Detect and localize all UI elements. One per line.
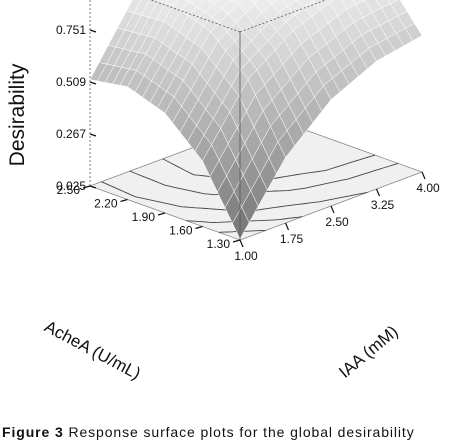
surface-facet — [326, 0, 335, 4]
y-tick-mark — [120, 198, 128, 203]
x-tick-label: 4.00 — [416, 181, 440, 195]
y-tick-label: 1.30 — [207, 237, 231, 251]
z-tick-label: 0.751 — [56, 23, 86, 37]
y-axis-title: AcheA (U/mL) — [41, 317, 143, 383]
caption-label: Figure 3 — [2, 424, 64, 440]
x-tick-label: 3.25 — [371, 198, 395, 212]
y-tick-mark — [157, 212, 166, 216]
surface-facet — [185, 0, 193, 3]
surface-plot: 0.0250.2670.5090.7510.9931.001.752.503.2… — [6, 0, 440, 383]
z-tick-label: 0.025 — [56, 179, 86, 193]
z-tick-label: 0.267 — [56, 127, 86, 141]
z-tick-label: 0.509 — [56, 75, 86, 89]
surface-facet — [250, 0, 260, 5]
y-tick-mark — [232, 239, 241, 243]
response-surface — [89, 0, 423, 240]
x-tick-label: 2.50 — [325, 215, 349, 229]
y-tick-mark — [82, 185, 91, 189]
x-axis-title: IAA (mM) — [335, 322, 401, 382]
caption-text: Response surface plots for the global de… — [68, 424, 415, 440]
axis-ticks: 0.0250.2670.5090.7510.9931.001.752.503.2… — [56, 23, 440, 263]
figure-caption: Figure 3 Response surface plots for the … — [2, 424, 474, 440]
z-tick-mark — [89, 133, 97, 137]
x-tick-mark — [330, 205, 335, 214]
plot-box-front — [149, 0, 327, 240]
surface-facet — [232, 206, 250, 240]
y-tick-label: 2.20 — [94, 197, 118, 211]
x-tick-mark — [421, 171, 426, 180]
y-tick-label: 1.60 — [169, 224, 193, 238]
x-tick-label: 1.75 — [280, 232, 304, 246]
y-tick-mark — [195, 225, 203, 230]
x-tick-mark — [284, 222, 290, 231]
z-tick-mark — [89, 29, 97, 33]
x-tick-mark — [239, 239, 244, 248]
z-tick-mark — [89, 185, 97, 189]
y-tick-label: 2.50 — [57, 183, 81, 197]
y-tick-label: 1.90 — [132, 210, 156, 224]
z-axis-title: Desirability — [6, 63, 29, 166]
z-tick-mark — [89, 81, 97, 85]
surface-facet — [311, 0, 317, 3]
top-front-edge — [239, 0, 327, 33]
x-tick-mark — [375, 188, 381, 197]
x-tick-label: 1.00 — [234, 249, 258, 263]
